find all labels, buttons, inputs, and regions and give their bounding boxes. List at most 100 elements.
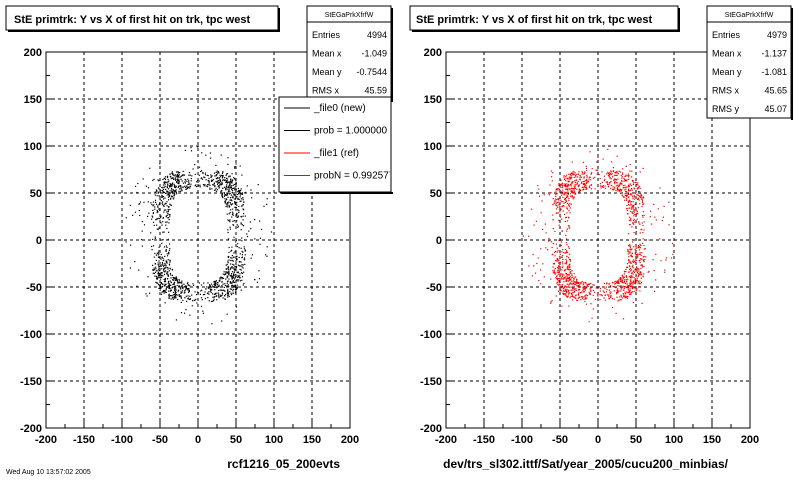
right-scatter-point (619, 182, 621, 184)
left-scatter-point (250, 257, 252, 259)
left-scatter-point (164, 279, 166, 281)
right-scatter-point (565, 188, 567, 190)
left-scatter-point (169, 194, 171, 196)
left-scatter-point (258, 270, 260, 272)
left-scatter-point (223, 274, 225, 276)
left-scatter-point (236, 212, 238, 214)
right-scatter-point (610, 188, 612, 190)
left-scatter-point (215, 280, 217, 282)
right-scatter-point (634, 193, 636, 195)
left-scatter-point (136, 191, 138, 194)
right-scatter-point (577, 294, 579, 296)
right-scatter-point (573, 190, 575, 192)
right-scatter-point (624, 184, 626, 186)
left-scatter-point (125, 217, 127, 219)
right-scatter-point (616, 281, 618, 283)
right-scatter-point (573, 173, 575, 175)
left-scatter-point (188, 174, 190, 176)
right-scatter-point (538, 188, 540, 190)
right-scatter-point (573, 196, 575, 198)
right-scatter-point (567, 190, 569, 192)
left-scatter-point (147, 187, 150, 189)
right-scatter-point (628, 185, 630, 187)
left-scatter-point (204, 297, 206, 300)
right-scatter-point (551, 180, 553, 182)
left-scatter-point (138, 203, 140, 205)
left-scatter-point (234, 194, 236, 196)
left-scatter-point (201, 289, 203, 291)
right-scatter-point (642, 203, 644, 205)
right-scatter-point (560, 277, 563, 279)
left-scatter-point (233, 177, 235, 179)
right-scatter-point (551, 246, 553, 249)
right-scatter-point (627, 289, 629, 291)
right-scatter-point (632, 260, 634, 262)
left-scatter-point (238, 190, 240, 192)
left-scatter-point (234, 178, 236, 180)
right-scatter-point (626, 186, 628, 188)
right-scatter-point (558, 281, 560, 283)
left-scatter-point (165, 283, 167, 285)
left-scatter-point (228, 294, 230, 296)
left-legend-label: prob = 1.000000 (314, 126, 388, 137)
right-scatter-point (573, 176, 575, 179)
right-scatter-point (636, 257, 638, 259)
right-scatter-point (637, 184, 639, 186)
right-scatter-point (613, 170, 615, 172)
left-scatter-point (177, 281, 179, 284)
left-scatter-point (151, 215, 153, 217)
right-scatter-point (610, 171, 612, 173)
left-scatter-point (248, 230, 250, 232)
right-scatter-point (637, 255, 639, 257)
right-scatter-point (571, 294, 573, 296)
left-scatter-point (179, 185, 181, 187)
right-scatter-point (577, 173, 579, 175)
left-scatter-point (176, 181, 178, 183)
right-scatter-point (636, 183, 638, 185)
left-scatter-point (221, 174, 223, 176)
left-scatter-point (169, 185, 171, 187)
left-scatter-point (213, 183, 215, 185)
right-scatter-point (555, 204, 557, 206)
left-scatter-point (200, 284, 203, 286)
right-stats-label: Mean x (712, 49, 742, 59)
right-scatter-point (555, 260, 557, 262)
left-scatter-point (178, 281, 180, 284)
right-scatter-point (569, 212, 571, 214)
left-scatter-point (229, 197, 232, 199)
left-scatter-point (265, 254, 267, 256)
right-scatter-point (633, 205, 635, 207)
right-scatter-point (629, 290, 631, 292)
left-scatter-point (172, 182, 174, 184)
right-scatter-point (622, 293, 624, 295)
right-scatter-point (582, 171, 584, 174)
right-scatter-point (631, 248, 633, 250)
right-scatter-point (671, 242, 674, 245)
left-scatter-point (223, 192, 225, 194)
right-scatter-point (565, 180, 567, 182)
left-scatter-point (236, 216, 238, 218)
left-scatter-point (160, 287, 162, 290)
right-scatter-point (574, 175, 577, 177)
left-scatter-point (226, 173, 229, 175)
left-scatter-point (141, 245, 143, 247)
right-scatter-point (589, 283, 591, 285)
right-scatter-point (628, 291, 630, 293)
left-scatter-point (225, 264, 227, 266)
right-scatter-point (582, 189, 584, 191)
right-scatter-point (560, 244, 562, 246)
left-scatter-point (182, 186, 184, 189)
right-scatter-point (566, 244, 568, 246)
left-scatter-point (164, 280, 167, 283)
left-scatter-point (161, 262, 163, 264)
left-scatter-point (177, 174, 179, 176)
right-scatter-point (566, 250, 568, 252)
left-scatter-point (227, 268, 229, 271)
left-scatter-point (212, 184, 214, 186)
right-scatter-point (635, 214, 637, 216)
left-scatter-point (237, 197, 239, 199)
right-scatter-point (637, 197, 640, 199)
left-scatter-point (164, 278, 166, 280)
left-scatter-point (158, 272, 160, 275)
left-scatter-point (151, 218, 153, 220)
